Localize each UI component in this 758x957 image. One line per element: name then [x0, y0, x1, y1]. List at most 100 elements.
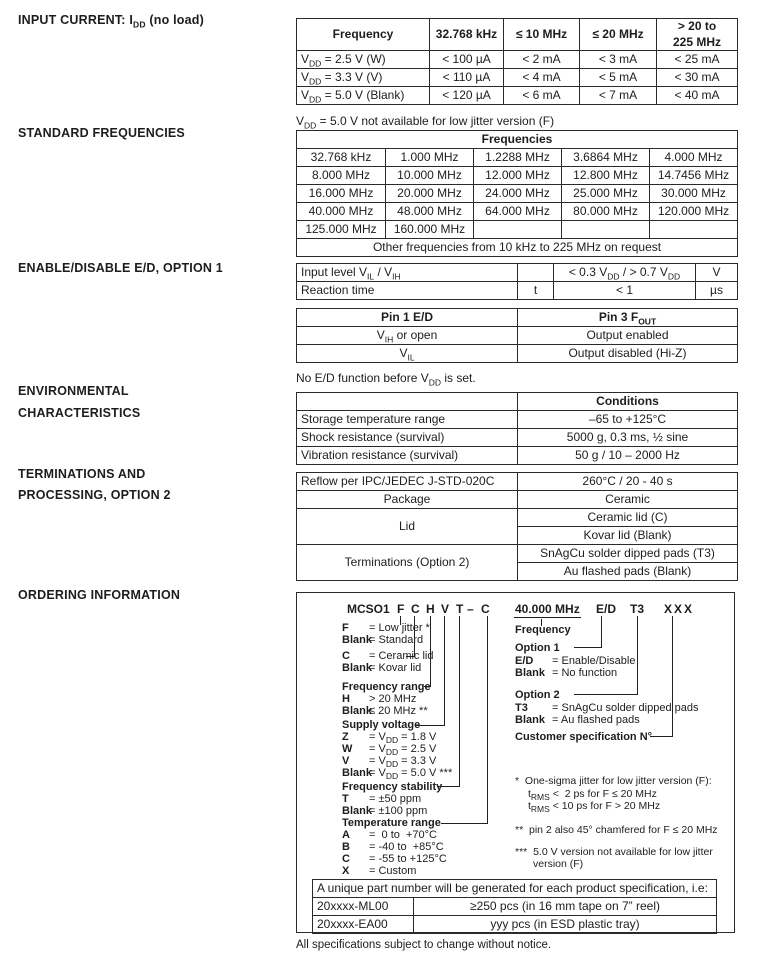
table-row: 8.000 MHz 10.000 MHz 12.000 MHz 12.800 MHz 1… [296, 166, 739, 185]
legend-value: = SnAgCu solder dipped pads [552, 702, 699, 714]
table-cell: Au flashed pads (Blank) [517, 562, 738, 581]
table-row: Other frequencies from 10 kHz to 225 MHz… [295, 238, 739, 257]
table-cell: 20xxxx-EA00 [312, 915, 414, 934]
legend-heading: Option 2 [515, 689, 560, 701]
frequencies-table: Frequencies 32.768 kHz 1.000 MHz 1.2288 MHz… [295, 130, 739, 257]
table-cell: < 25 mA [656, 50, 738, 70]
table-row: Conditions [296, 392, 738, 411]
table-cell: 120.000 MHz [648, 202, 739, 221]
table-cell: 12.000 MHz [473, 166, 562, 185]
legend-key: Z [342, 731, 349, 743]
table-cell: Pin 3 FOUT [517, 308, 738, 327]
table-cell: < 4 mA [503, 68, 580, 88]
table-cell: < 30 mA [656, 68, 738, 88]
part-number-token-c: C [411, 602, 420, 616]
table-row: VDD = 5.0 V (Blank) < 120 µA < 6 mA < 7 mA <… [296, 86, 738, 106]
ordering-footnote-note1b: tRMS < 2 ps for F ≤ 20 MHz [528, 788, 657, 803]
ordering-legend-sv-blank: Blank= VDD = 5.0 V *** [342, 767, 452, 780]
table-cell: < 1 [553, 281, 696, 300]
table-cell: < 40 mA [656, 86, 738, 106]
table-cell: Output disabled (Hi-Z) [517, 344, 738, 363]
section-title-ordering-information: ORDERING INFORMATION [18, 588, 181, 602]
table-row: 40.000 MHz 48.000 MHz 64.000 MHz 80.000 MHz… [296, 202, 739, 221]
table-cell: 64.000 MHz [473, 202, 562, 221]
legend-key: Blank [342, 662, 372, 674]
table-row: 125.000 MHz 160.000 MHz [296, 220, 739, 239]
table-cell: < 0.3 VDD / > 0.7 VDD [553, 263, 696, 282]
legend-value: = -40 to +85°C [369, 841, 444, 853]
table-cell: Storage temperature range [296, 410, 518, 429]
table-cell: 40.000 MHz [296, 202, 386, 221]
table-cell: 30.000 MHz [648, 184, 739, 203]
table-cell: 1.2288 MHz [473, 148, 562, 167]
table-cell: < 5 mA [579, 68, 657, 88]
legend-heading: Frequency range [342, 681, 431, 693]
table-row: Input level VIL / VIH < 0.3 VDD / > 0.7 V… [296, 263, 738, 282]
ordering-legend-st-t: T = ±50 ppm [342, 793, 421, 805]
table-row: VDD = 3.3 V (V) < 110 µA < 4 mA < 5 mA < 30 … [296, 68, 738, 88]
section-title-enable-disable: ENABLE/DISABLE E/D, OPTION 1 [18, 261, 223, 275]
table-cell: Terminations (Option 2) [296, 544, 518, 581]
section-title-environmental-2: CHARACTERISTICS [18, 406, 141, 420]
table-row: Vibration resistance (survival) 50 g / 10… [296, 446, 738, 465]
legend-key: Blank [342, 805, 372, 817]
section-title-terminations-2: PROCESSING, OPTION 2 [18, 488, 171, 502]
table-cell: 50 g / 10 – 2000 Hz [517, 446, 738, 465]
table-cell: yyy pcs (in ESD plastic tray) [413, 915, 717, 934]
legend-key: Blank [342, 705, 372, 717]
section-title-environmental-1: ENVIRONMENTAL [18, 384, 129, 398]
part-number-token-prefix: MCSO1 [347, 602, 390, 616]
legend-key: Blank [515, 667, 545, 679]
table-cell: ≥250 pcs (in 16 mm tape on 7” reel) [413, 897, 717, 916]
ordering-footnote-note3b: version (F) [533, 858, 584, 870]
ordering-legend-f-blank: Blank= Standard [342, 634, 423, 646]
legend-value: = VDD = 3.3 V [369, 755, 437, 770]
part-number-token-t: T [456, 602, 464, 616]
section-title-input-current: INPUT CURRENT: IDD (no load) [18, 13, 204, 30]
table-cell: ≤ 20 MHz [579, 17, 657, 52]
table-row: 20xxxx-ML00 ≥250 pcs (in 16 mm tape on 7”… [312, 897, 717, 916]
table-cell: µs [695, 281, 738, 300]
table-cell: Reaction time [296, 281, 518, 300]
table-cell: 48.000 MHz [385, 202, 474, 221]
ordering-legend-opt2-t3: T3 = SnAgCu solder dipped pads [515, 702, 698, 714]
table-cell: Ceramic lid (C) [517, 508, 738, 527]
terminations-table: Reflow per IPC/JEDEC J-STD-020C 260°C / 2… [296, 472, 738, 581]
table-cell: VDD = 5.0 V (Blank) [296, 86, 430, 106]
table-cell: < 120 µA [429, 86, 504, 106]
ordering-legend-supply-h: Supply voltage [342, 719, 420, 731]
legend-value: = -55 to +125°C [369, 853, 447, 865]
legend-key: Blank [342, 767, 372, 779]
legend-value: = 0 to +70°C [369, 829, 437, 841]
table-cell: A unique part number will be generated f… [312, 879, 717, 898]
ordering-legend-tr-b: B = -40 to +85°C [342, 841, 444, 853]
table-cell: 24.000 MHz [473, 184, 562, 203]
legend-heading: Supply voltage [342, 719, 421, 731]
ordering-legend-sv-v: V = VDD = 3.3 V [342, 755, 437, 770]
table-cell [517, 263, 554, 282]
table-row: Storage temperature range –65 to +125°C [296, 410, 738, 429]
legend-key: A [342, 829, 350, 841]
table-cell: 32.768 kHz [296, 148, 386, 167]
table-cell: 14.7456 MHz [648, 166, 739, 185]
legend-value: = No function [552, 667, 618, 679]
legend-value: = Ceramic lid [369, 650, 434, 662]
table-row: Lid Ceramic lid (C) [296, 508, 738, 545]
legend-key: E/D [515, 655, 534, 667]
legend-value: = Low jitter * [369, 622, 430, 634]
ordering-footnote-note1a: * One-sigma jitter for low jitter versio… [515, 775, 712, 787]
legend-key: W [342, 743, 353, 755]
legend-key: V [342, 755, 350, 767]
table-row: Frequency 32.768 kHz ≤ 10 MHz ≤ 20 MHz > 20 … [296, 17, 738, 52]
table-cell: Reflow per IPC/JEDEC J-STD-020C [296, 472, 518, 491]
table-row: 16.000 MHz 20.000 MHz 24.000 MHz 25.000 MHz… [296, 184, 739, 203]
ordering-legend-fr-blank: Blank≤ 20 MHz ** [342, 705, 428, 717]
table-cell: 160.000 MHz [385, 220, 474, 239]
table-cell: Package [296, 490, 518, 509]
table-row: Terminations (Option 2) SnAgCu solder dip… [296, 544, 738, 581]
table-cell: V [695, 263, 738, 282]
table-cell: 16.000 MHz [296, 184, 386, 203]
table-cell: VIL [296, 344, 518, 363]
table-cell: Frequency [296, 17, 430, 52]
